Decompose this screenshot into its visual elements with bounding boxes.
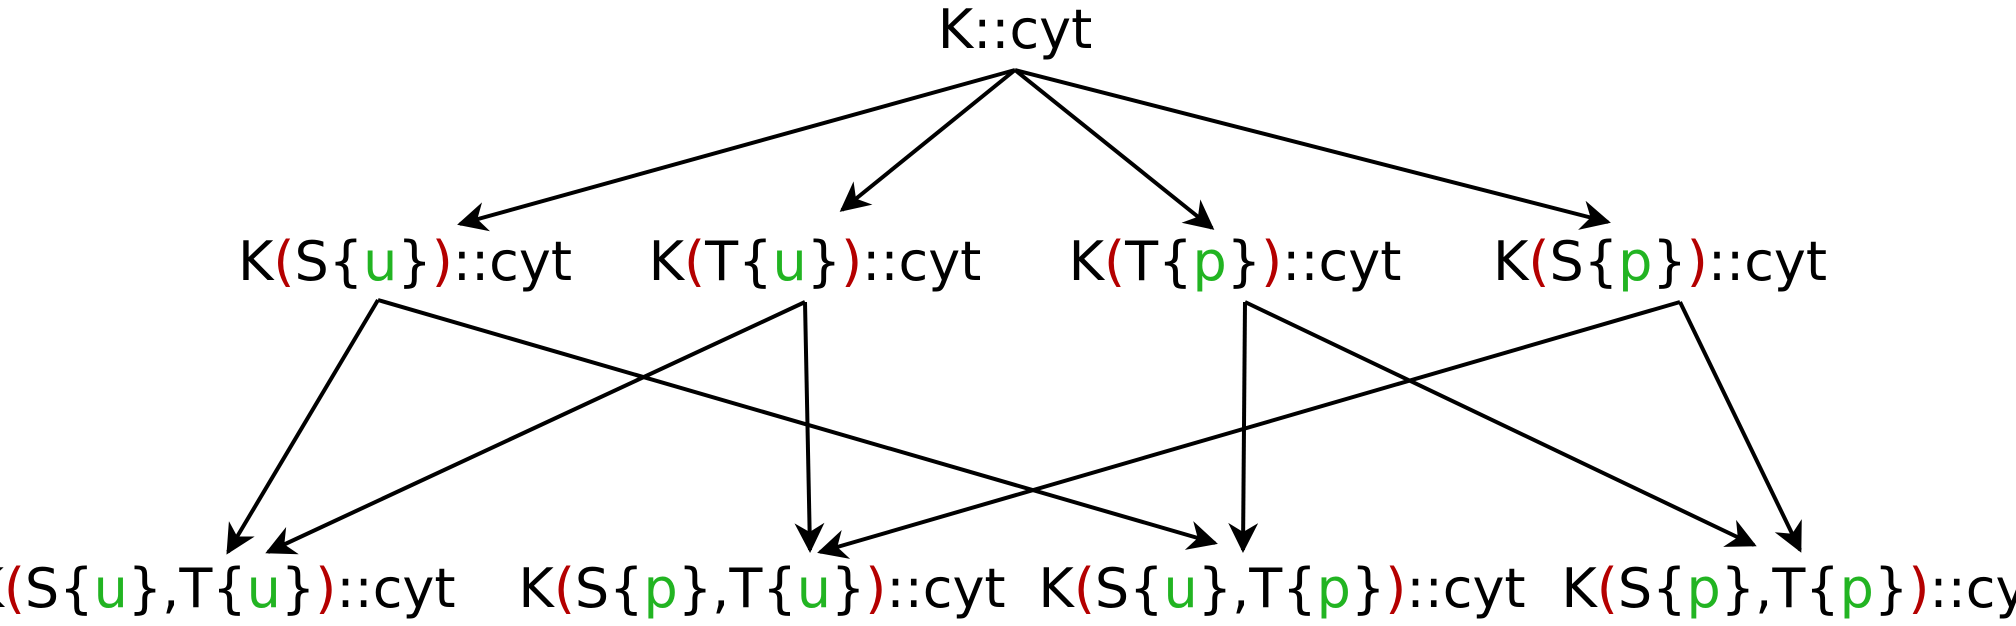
node-root: K::cyt bbox=[938, 0, 1093, 61]
node-S_u-state-segment: u bbox=[363, 230, 397, 293]
node-Su_Tu-text-segment: } bbox=[281, 557, 315, 620]
node-Su_Tp-paren-segment: ( bbox=[1074, 557, 1095, 620]
node-Su_Tp-state-segment: p bbox=[1317, 557, 1351, 620]
node-T_u-state-segment: u bbox=[772, 230, 806, 293]
node-Su_Tp-text-segment: } bbox=[1351, 557, 1385, 620]
edge-S_p-to-Sp_Tu bbox=[817, 300, 1681, 559]
node-Sp_Tu-state-segment: u bbox=[797, 557, 831, 620]
node-T_p-state-segment: p bbox=[1192, 230, 1226, 293]
node-T_p-text-segment: ::cyt bbox=[1282, 230, 1401, 293]
node-Su_Tu-text-segment: },T{ bbox=[128, 557, 247, 620]
edge-root-to-T_p bbox=[1013, 68, 1215, 230]
node-T_p-text-segment: T{ bbox=[1124, 230, 1192, 293]
node-T_u-text-segment: } bbox=[807, 230, 841, 293]
edge-S_p-to-Sp_Tp bbox=[1678, 301, 1802, 553]
node-S_p-paren-segment: ( bbox=[1528, 230, 1549, 293]
node-T_p-paren-segment: ( bbox=[1104, 230, 1125, 293]
node-T_p-text-segment: K bbox=[1069, 230, 1106, 293]
edge-S_u-to-Su_Tu bbox=[226, 298, 380, 555]
node-S_p-text-segment: S{ bbox=[1549, 230, 1618, 293]
node-S_u-text-segment: } bbox=[397, 230, 431, 293]
node-S_u: K(S{u})::cyt bbox=[238, 230, 572, 293]
node-T_p-paren-segment: ) bbox=[1261, 230, 1282, 293]
node-T_u-paren-segment: ( bbox=[684, 230, 705, 293]
node-Sp_Tu-text-segment: ::cyt bbox=[886, 557, 1005, 620]
node-Su_Tu-paren-segment: ( bbox=[4, 557, 25, 620]
node-Sp_Tp-state-segment: p bbox=[1687, 557, 1721, 620]
node-S_p-state-segment: p bbox=[1618, 230, 1652, 293]
node-Sp_Tp-text-segment: },T{ bbox=[1721, 557, 1840, 620]
node-Su_Tp-state-segment: u bbox=[1164, 557, 1198, 620]
node-Sp_Tp-text-segment: S{ bbox=[1618, 557, 1687, 620]
edge-S_u-to-Su_Tp bbox=[377, 298, 1218, 550]
node-Sp_Tp: K(S{p},T{p})::cyt bbox=[1561, 557, 2016, 620]
edges-layer bbox=[226, 68, 1802, 559]
node-Sp_Tp-paren-segment: ( bbox=[1597, 557, 1618, 620]
node-S_u-text-segment: ::cyt bbox=[453, 230, 572, 293]
node-Su_Tu-state-segment: u bbox=[247, 557, 281, 620]
edge-T_u-to-Sp_Tu bbox=[794, 301, 825, 553]
edge-root-to-T_u bbox=[839, 68, 1017, 212]
node-Su_Tp-text-segment: ::cyt bbox=[1406, 557, 1525, 620]
node-S_u-text-segment: S{ bbox=[294, 230, 363, 293]
node-Sp_Tu: K(S{p},T{u})::cyt bbox=[518, 557, 1005, 620]
node-S_u-text-segment: K bbox=[238, 230, 275, 293]
node-Sp_Tu-state-segment: p bbox=[644, 557, 678, 620]
node-Su_Tu-state-segment: u bbox=[94, 557, 128, 620]
node-S_u-paren-segment: ( bbox=[273, 230, 294, 293]
node-Sp_Tu-text-segment: },T{ bbox=[678, 557, 797, 620]
node-Sp_Tu-paren-segment: ) bbox=[865, 557, 886, 620]
node-Su_Tu-text-segment: S{ bbox=[25, 557, 94, 620]
node-T_u-text-segment: K bbox=[649, 230, 686, 293]
edge-root-to-S_p bbox=[1014, 68, 1611, 230]
node-Sp_Tu-text-segment: S{ bbox=[575, 557, 644, 620]
node-Sp_Tp-text-segment: } bbox=[1874, 557, 1908, 620]
node-S_u-paren-segment: ) bbox=[432, 230, 453, 293]
edge-T_p-to-Su_Tp bbox=[1228, 301, 1259, 553]
node-Su_Tp-paren-segment: ) bbox=[1385, 557, 1406, 620]
node-root-text-segment: K::cyt bbox=[938, 0, 1093, 61]
node-Sp_Tu-text-segment: K bbox=[518, 557, 555, 620]
node-Su_Tp: K(S{u},T{p})::cyt bbox=[1038, 557, 1525, 620]
node-T_u: K(T{u})::cyt bbox=[649, 230, 982, 293]
node-T_u-text-segment: T{ bbox=[704, 230, 772, 293]
node-T_p: K(T{p})::cyt bbox=[1069, 230, 1402, 293]
node-T_u-text-segment: ::cyt bbox=[862, 230, 981, 293]
node-T_u-paren-segment: ) bbox=[841, 230, 862, 293]
node-Su_Tp-text-segment: K bbox=[1038, 557, 1075, 620]
node-S_p-paren-segment: ) bbox=[1687, 230, 1708, 293]
edge-root-to-S_u bbox=[457, 68, 1016, 232]
node-Su_Tu-text-segment: K bbox=[0, 557, 5, 620]
edge-T_p-to-Sp_Tp bbox=[1244, 300, 1757, 547]
node-S_p-text-segment: K bbox=[1493, 230, 1530, 293]
node-Sp_Tp-paren-segment: ) bbox=[1908, 557, 1929, 620]
node-Sp_Tu-paren-segment: ( bbox=[554, 557, 575, 620]
node-T_p-text-segment: } bbox=[1227, 230, 1261, 293]
node-S_p-text-segment: ::cyt bbox=[1708, 230, 1827, 293]
node-Sp_Tp-text-segment: K bbox=[1561, 557, 1598, 620]
node-Sp_Tp-text-segment: ::cyt bbox=[1929, 557, 2016, 620]
node-Sp_Tp-state-segment: p bbox=[1840, 557, 1874, 620]
node-Su_Tu-text-segment: ::cyt bbox=[336, 557, 455, 620]
node-Su_Tp-text-segment: S{ bbox=[1095, 557, 1164, 620]
node-Su_Tu-paren-segment: ) bbox=[315, 557, 336, 620]
edge-T_u-to-Su_Tu bbox=[265, 300, 806, 555]
node-Sp_Tu-text-segment: } bbox=[831, 557, 865, 620]
node-S_p: K(S{p})::cyt bbox=[1493, 230, 1827, 293]
node-Su_Tu: K(S{u},T{u})::cyt bbox=[0, 557, 456, 620]
node-Su_Tp-text-segment: },T{ bbox=[1198, 557, 1317, 620]
node-S_p-text-segment: } bbox=[1652, 230, 1686, 293]
